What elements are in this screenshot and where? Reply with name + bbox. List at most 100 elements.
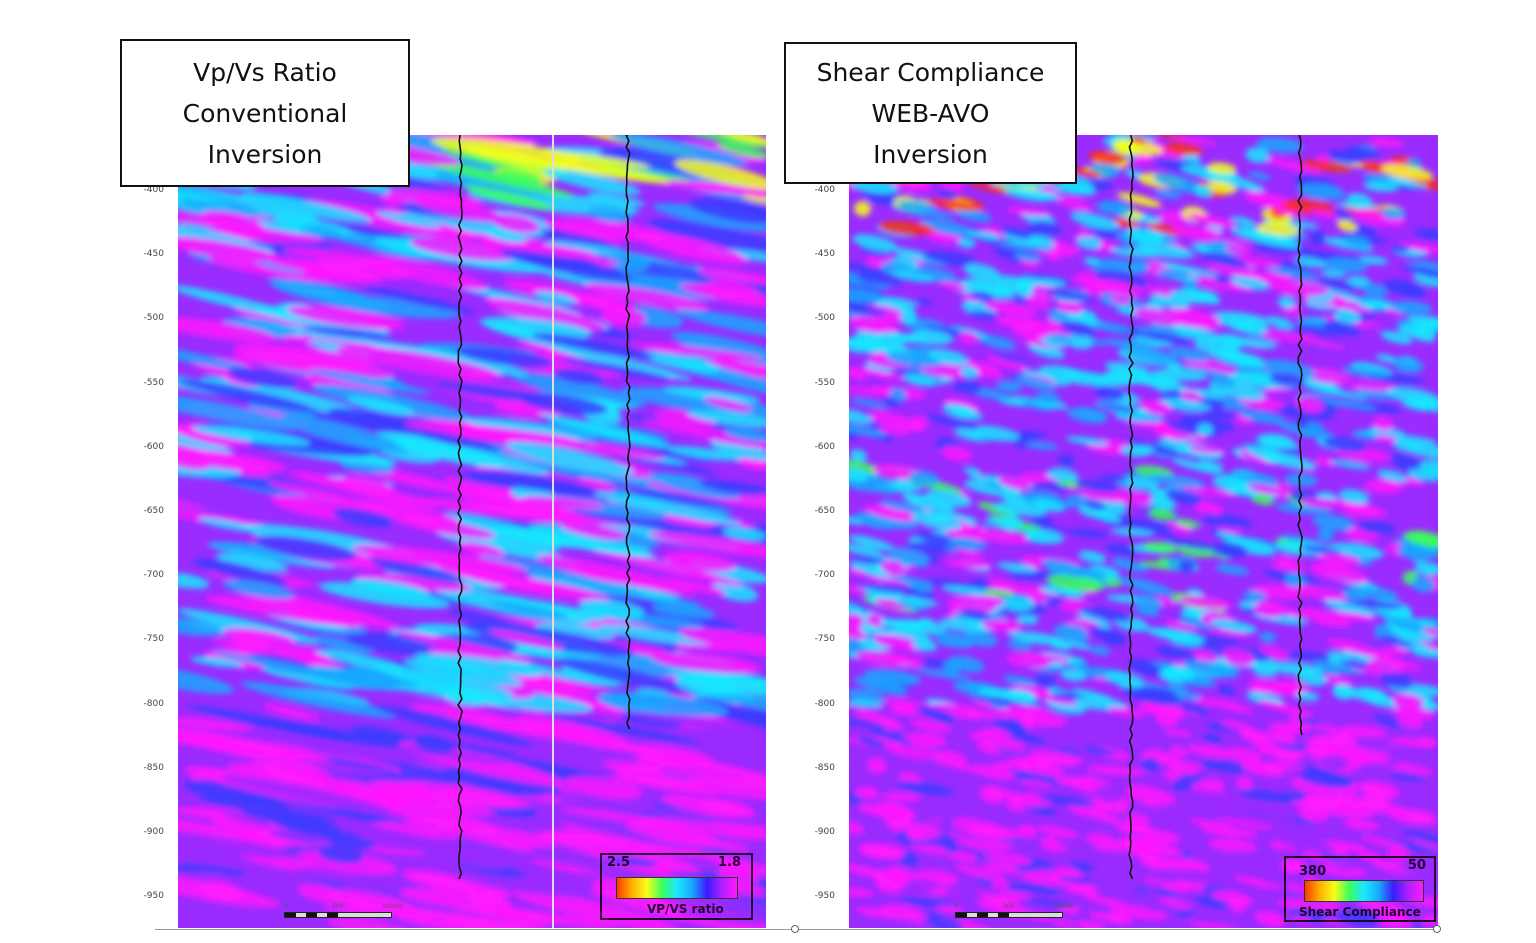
seismic-event [1101,338,1152,349]
seismic-event [1057,454,1075,468]
seismic-event [1150,368,1208,382]
seismic-event [972,886,1007,895]
seismic-event [1149,498,1177,510]
seismic-event [375,432,505,468]
seismic-event [1237,788,1293,803]
seismic-event [376,211,441,229]
seismic-event [947,537,987,550]
seismic-event [394,910,535,928]
seismic-event [1208,263,1263,278]
seismic-event [240,192,372,223]
seismic-event [1244,231,1302,249]
seismic-event [1097,402,1137,413]
seismic-event [963,467,981,475]
seismic-event [945,850,977,863]
seismic-event [1006,800,1027,812]
seismic-event [505,441,635,476]
seismic-event [535,622,616,640]
seismic-event [466,888,508,906]
seismic-event [1359,835,1407,850]
seismic-event [178,423,251,447]
seismic-event [1358,300,1400,311]
seismic-event [1392,694,1424,711]
seismic-event [445,691,488,706]
seismic-event [625,820,718,846]
seismic-event [598,691,728,717]
seismic-event [178,393,300,430]
seismic-event [193,558,289,587]
seismic-event [1183,691,1201,701]
seismic-event [1177,559,1195,573]
seismic-event [1245,147,1270,163]
seismic-event [178,729,321,770]
seismic-event [1108,905,1168,920]
seismic-event [1252,681,1309,693]
seismic-event [1125,813,1150,827]
seismic-event [485,229,527,244]
seismic-event [674,308,766,340]
seismic-event [1378,635,1414,647]
seismic-event [1013,251,1041,262]
seismic-event [1223,335,1240,345]
seismic-event [679,687,766,719]
seismic-event [1296,717,1321,726]
seismic-event [878,424,910,435]
seismic-event [1053,624,1088,640]
seismic-event [1298,770,1353,789]
seismic-event [1038,365,1083,378]
seismic-event [910,817,959,832]
seismic-event [1069,861,1094,872]
seismic-event [286,306,406,330]
seismic-event [1282,858,1307,874]
seismic-event [1171,135,1218,146]
seismic-event [1296,376,1342,394]
seismic-event [968,310,999,320]
seismic-event [410,237,517,261]
depth-tick-label: -400 [814,185,835,195]
seismic-event [222,627,296,647]
seismic-event [980,728,1012,738]
seismic-event [254,535,356,561]
seismic-event [1389,301,1433,316]
seismic-event [1003,187,1054,202]
seismic-event [1181,165,1241,181]
seismic-event [1201,409,1239,419]
seismic-event [1155,889,1183,898]
seismic-event [963,480,1022,498]
seismic-event [1309,210,1340,220]
seismic-event [1060,668,1087,682]
seismic-event [1260,647,1291,659]
seismic-event [724,427,766,442]
seismic-event [1028,343,1066,359]
seismic-event [1392,358,1424,374]
seismic-event [667,446,743,461]
seismic-event [578,599,645,619]
seismic-event [1213,276,1232,284]
seismic-event [1166,618,1199,630]
seismic-event [853,512,905,527]
seismic-event [588,205,632,223]
seismic-event [867,575,911,588]
seismic-event [952,380,982,394]
seismic-event [1339,796,1390,810]
seismic-event [890,271,937,283]
shear-compliance-colorbar-legend: 380 50 Shear Compliance [1284,856,1436,922]
seismic-event [593,492,742,525]
seismic-event [1086,833,1117,847]
depth-tick-label: -900 [814,827,835,837]
seismic-event [1212,475,1253,493]
seismic-event [1406,785,1425,801]
seismic-event [1030,513,1053,526]
seismic-event [1269,372,1306,387]
axis-handle[interactable] [791,925,799,933]
seismic-event [960,366,979,379]
seismic-event [439,837,549,862]
seismic-event [1151,867,1184,884]
seismic-event [974,578,993,586]
seismic-event [479,879,596,898]
seismic-event [704,396,752,412]
seismic-event [1397,544,1436,561]
seismic-event [863,504,915,522]
axis-handle[interactable] [1433,925,1441,933]
seismic-event [1105,543,1139,557]
